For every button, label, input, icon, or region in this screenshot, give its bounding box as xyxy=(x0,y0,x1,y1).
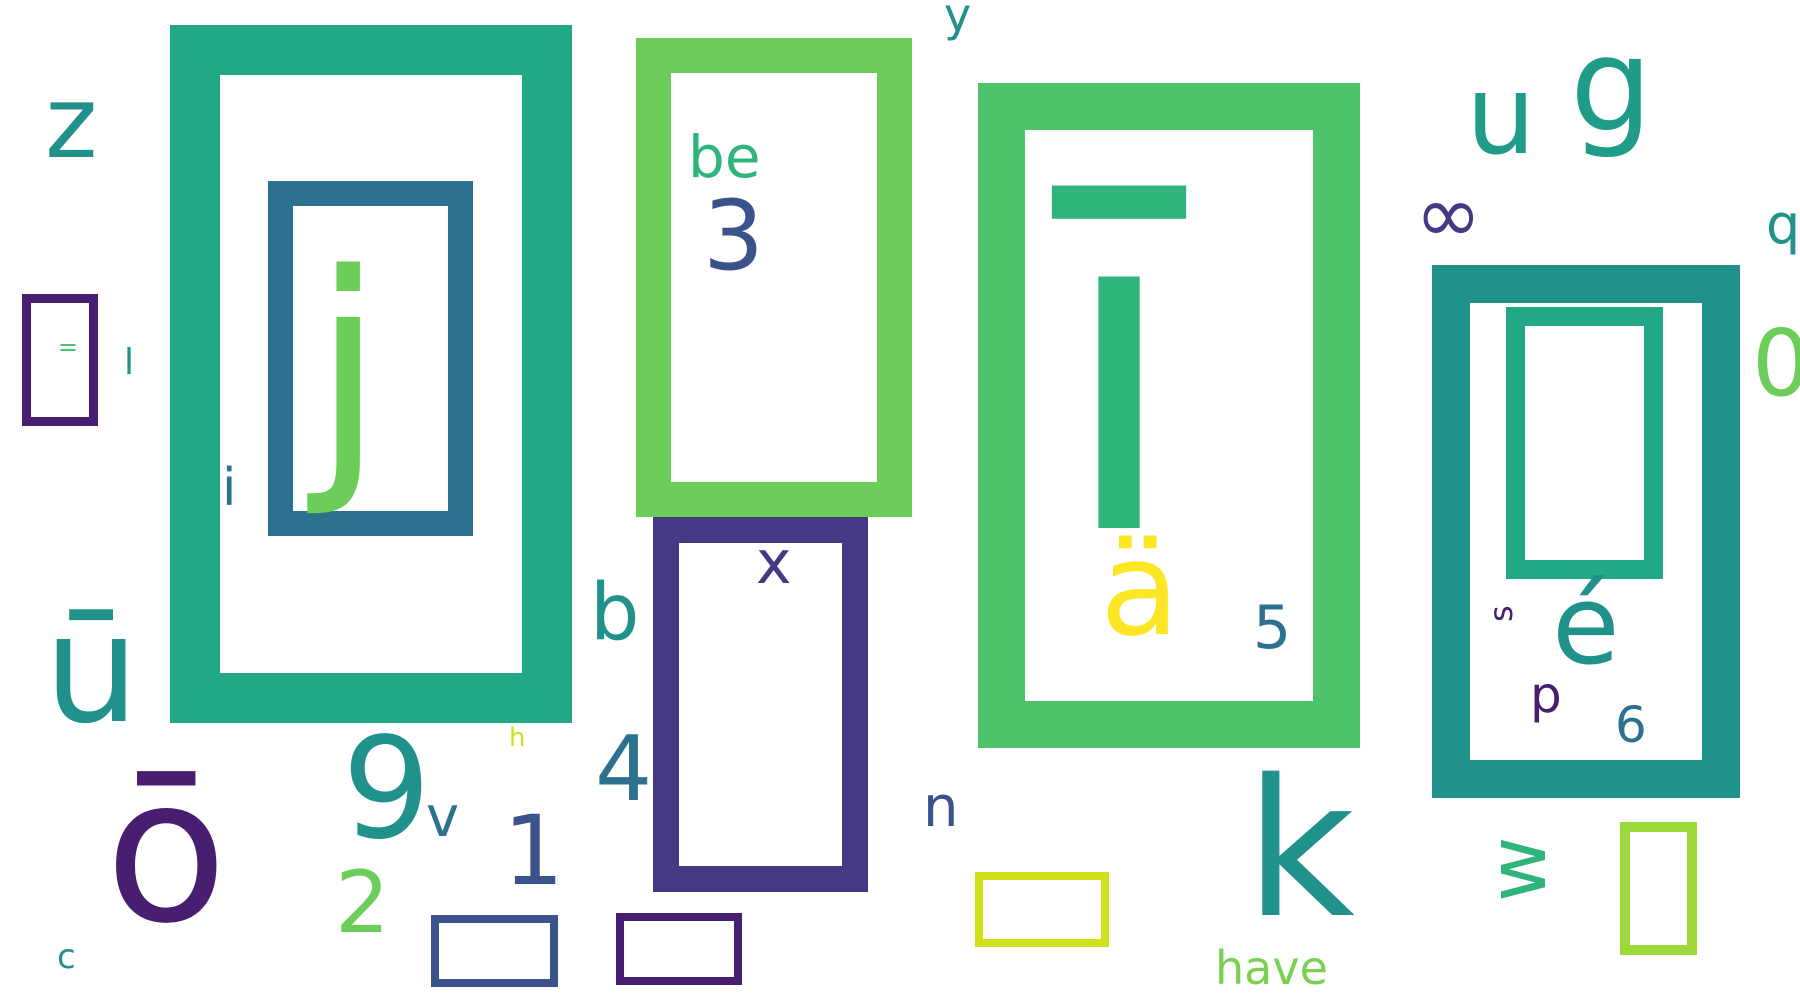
missing-glyph-box-large-left xyxy=(170,25,572,723)
word-nine: 9 xyxy=(342,708,432,871)
word-h: h xyxy=(509,723,526,753)
missing-glyph-box-bottom-yellow xyxy=(975,872,1109,947)
word-two: 2 xyxy=(335,853,390,953)
word-infinity: ∞ xyxy=(1415,168,1482,261)
word-l: l xyxy=(124,342,135,383)
word-a-umlaut: ä xyxy=(1100,513,1180,665)
word-c: c xyxy=(57,937,76,977)
word-zero: 0 xyxy=(1752,310,1800,417)
word-six: 6 xyxy=(1615,696,1647,754)
word-b: b xyxy=(590,568,640,658)
word-w: w xyxy=(1471,836,1564,902)
word-e-acute: é xyxy=(1552,561,1620,689)
missing-glyph-box-bottom-center xyxy=(616,913,742,985)
word-i: i xyxy=(222,458,237,518)
word-z: z xyxy=(45,64,98,181)
word-v: v xyxy=(426,785,460,850)
missing-glyph-box-bottom-right xyxy=(1620,822,1697,955)
word-four: 4 xyxy=(595,717,653,822)
missing-glyph-box-right-large xyxy=(1432,265,1740,798)
word-u: u xyxy=(1466,51,1536,179)
missing-glyph-box-top-center xyxy=(636,38,912,517)
word-s: s xyxy=(1482,605,1520,622)
word-k: k xyxy=(1245,739,1356,960)
missing-glyph-box-j-frame xyxy=(268,181,473,536)
word-y: y xyxy=(944,0,972,42)
word-g: g xyxy=(1570,9,1653,161)
word-u-macron: ū xyxy=(44,583,140,757)
missing-glyph-box-bottom-left xyxy=(431,915,558,987)
missing-glyph-box-i-macron-frame xyxy=(978,83,1360,748)
missing-glyph-box-left-small xyxy=(22,294,98,426)
word-five: 5 xyxy=(1253,593,1292,663)
word-n: n xyxy=(923,775,959,840)
word-q: q xyxy=(1766,193,1800,256)
word-have: have xyxy=(1215,941,1328,995)
word-three: 3 xyxy=(703,180,765,292)
word-x: x xyxy=(756,528,792,598)
word-i-macron: ī xyxy=(1055,102,1183,637)
word-o-macron: ō xyxy=(105,735,228,968)
missing-glyph-box-center-purple xyxy=(653,517,868,892)
word-one: 1 xyxy=(503,795,565,907)
word-equals: = xyxy=(58,333,79,361)
missing-glyph-box-right-inner xyxy=(1506,307,1663,579)
word-j: j xyxy=(312,219,385,521)
word-be: be xyxy=(688,123,761,191)
word-p: p xyxy=(1530,666,1562,724)
